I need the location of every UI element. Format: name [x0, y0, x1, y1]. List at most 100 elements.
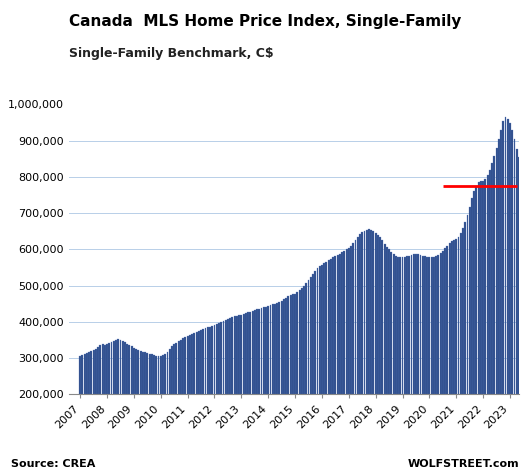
- Bar: [97, 347, 99, 466]
- Bar: [325, 262, 328, 466]
- Bar: [466, 215, 469, 466]
- Bar: [247, 313, 249, 466]
- Bar: [272, 304, 273, 466]
- Bar: [525, 175, 527, 466]
- Bar: [126, 343, 128, 466]
- Bar: [290, 295, 292, 466]
- Bar: [173, 344, 175, 466]
- Bar: [509, 124, 511, 466]
- Bar: [214, 325, 216, 466]
- Bar: [133, 348, 135, 466]
- Bar: [424, 256, 426, 466]
- Bar: [111, 342, 112, 466]
- Text: Source: CREA: Source: CREA: [11, 459, 95, 469]
- Bar: [339, 254, 341, 466]
- Bar: [516, 149, 518, 466]
- Bar: [391, 252, 392, 466]
- Bar: [160, 356, 162, 466]
- Bar: [377, 235, 379, 466]
- Bar: [178, 342, 180, 466]
- Bar: [193, 333, 195, 466]
- Bar: [252, 311, 253, 466]
- Bar: [225, 320, 227, 466]
- Bar: [307, 280, 310, 466]
- Bar: [316, 268, 319, 466]
- Bar: [223, 321, 224, 466]
- Bar: [518, 157, 520, 466]
- Bar: [285, 298, 287, 466]
- Bar: [489, 170, 491, 466]
- Bar: [169, 349, 171, 466]
- Bar: [464, 222, 466, 466]
- Bar: [433, 257, 435, 466]
- Bar: [267, 306, 269, 466]
- Bar: [296, 292, 298, 466]
- Bar: [408, 256, 410, 466]
- Bar: [350, 246, 352, 466]
- Bar: [245, 313, 247, 466]
- Bar: [514, 139, 516, 466]
- Bar: [254, 310, 256, 466]
- Bar: [431, 257, 432, 466]
- Bar: [148, 354, 151, 466]
- Bar: [93, 350, 94, 466]
- Bar: [523, 171, 524, 466]
- Bar: [505, 117, 507, 466]
- Bar: [117, 339, 119, 466]
- Bar: [106, 344, 108, 466]
- Bar: [281, 301, 282, 466]
- Bar: [155, 356, 157, 466]
- Bar: [189, 335, 191, 466]
- Bar: [79, 356, 81, 466]
- Bar: [359, 234, 361, 466]
- Bar: [140, 351, 142, 466]
- Bar: [84, 354, 86, 466]
- Bar: [496, 148, 498, 466]
- Bar: [236, 316, 238, 466]
- Bar: [491, 163, 493, 466]
- Bar: [397, 257, 399, 466]
- Bar: [146, 353, 148, 466]
- Bar: [529, 183, 530, 466]
- Bar: [164, 354, 166, 466]
- Bar: [404, 257, 406, 466]
- Bar: [200, 330, 202, 466]
- Bar: [422, 256, 423, 466]
- Bar: [462, 228, 464, 466]
- Bar: [366, 230, 368, 466]
- Bar: [243, 314, 244, 466]
- Bar: [444, 248, 446, 466]
- Bar: [153, 355, 155, 466]
- Bar: [388, 249, 390, 466]
- Bar: [457, 237, 460, 466]
- Bar: [507, 119, 509, 466]
- Bar: [108, 343, 110, 466]
- Bar: [323, 263, 325, 466]
- Bar: [411, 255, 412, 466]
- Bar: [303, 285, 305, 466]
- Bar: [278, 302, 280, 466]
- Bar: [399, 257, 401, 466]
- Bar: [184, 337, 187, 466]
- Bar: [86, 352, 88, 466]
- Bar: [283, 299, 285, 466]
- Bar: [220, 322, 222, 466]
- Bar: [88, 352, 90, 466]
- Bar: [287, 296, 289, 466]
- Bar: [207, 327, 209, 466]
- Bar: [104, 345, 106, 466]
- Bar: [471, 198, 473, 466]
- Bar: [265, 306, 267, 466]
- Bar: [157, 356, 160, 466]
- Bar: [258, 309, 260, 466]
- Bar: [382, 240, 383, 466]
- Bar: [144, 352, 146, 466]
- Bar: [319, 266, 321, 466]
- Bar: [162, 355, 164, 466]
- Bar: [435, 256, 437, 466]
- Bar: [482, 180, 484, 466]
- Bar: [234, 316, 236, 466]
- Bar: [384, 244, 386, 466]
- Bar: [241, 314, 242, 466]
- Bar: [500, 130, 502, 466]
